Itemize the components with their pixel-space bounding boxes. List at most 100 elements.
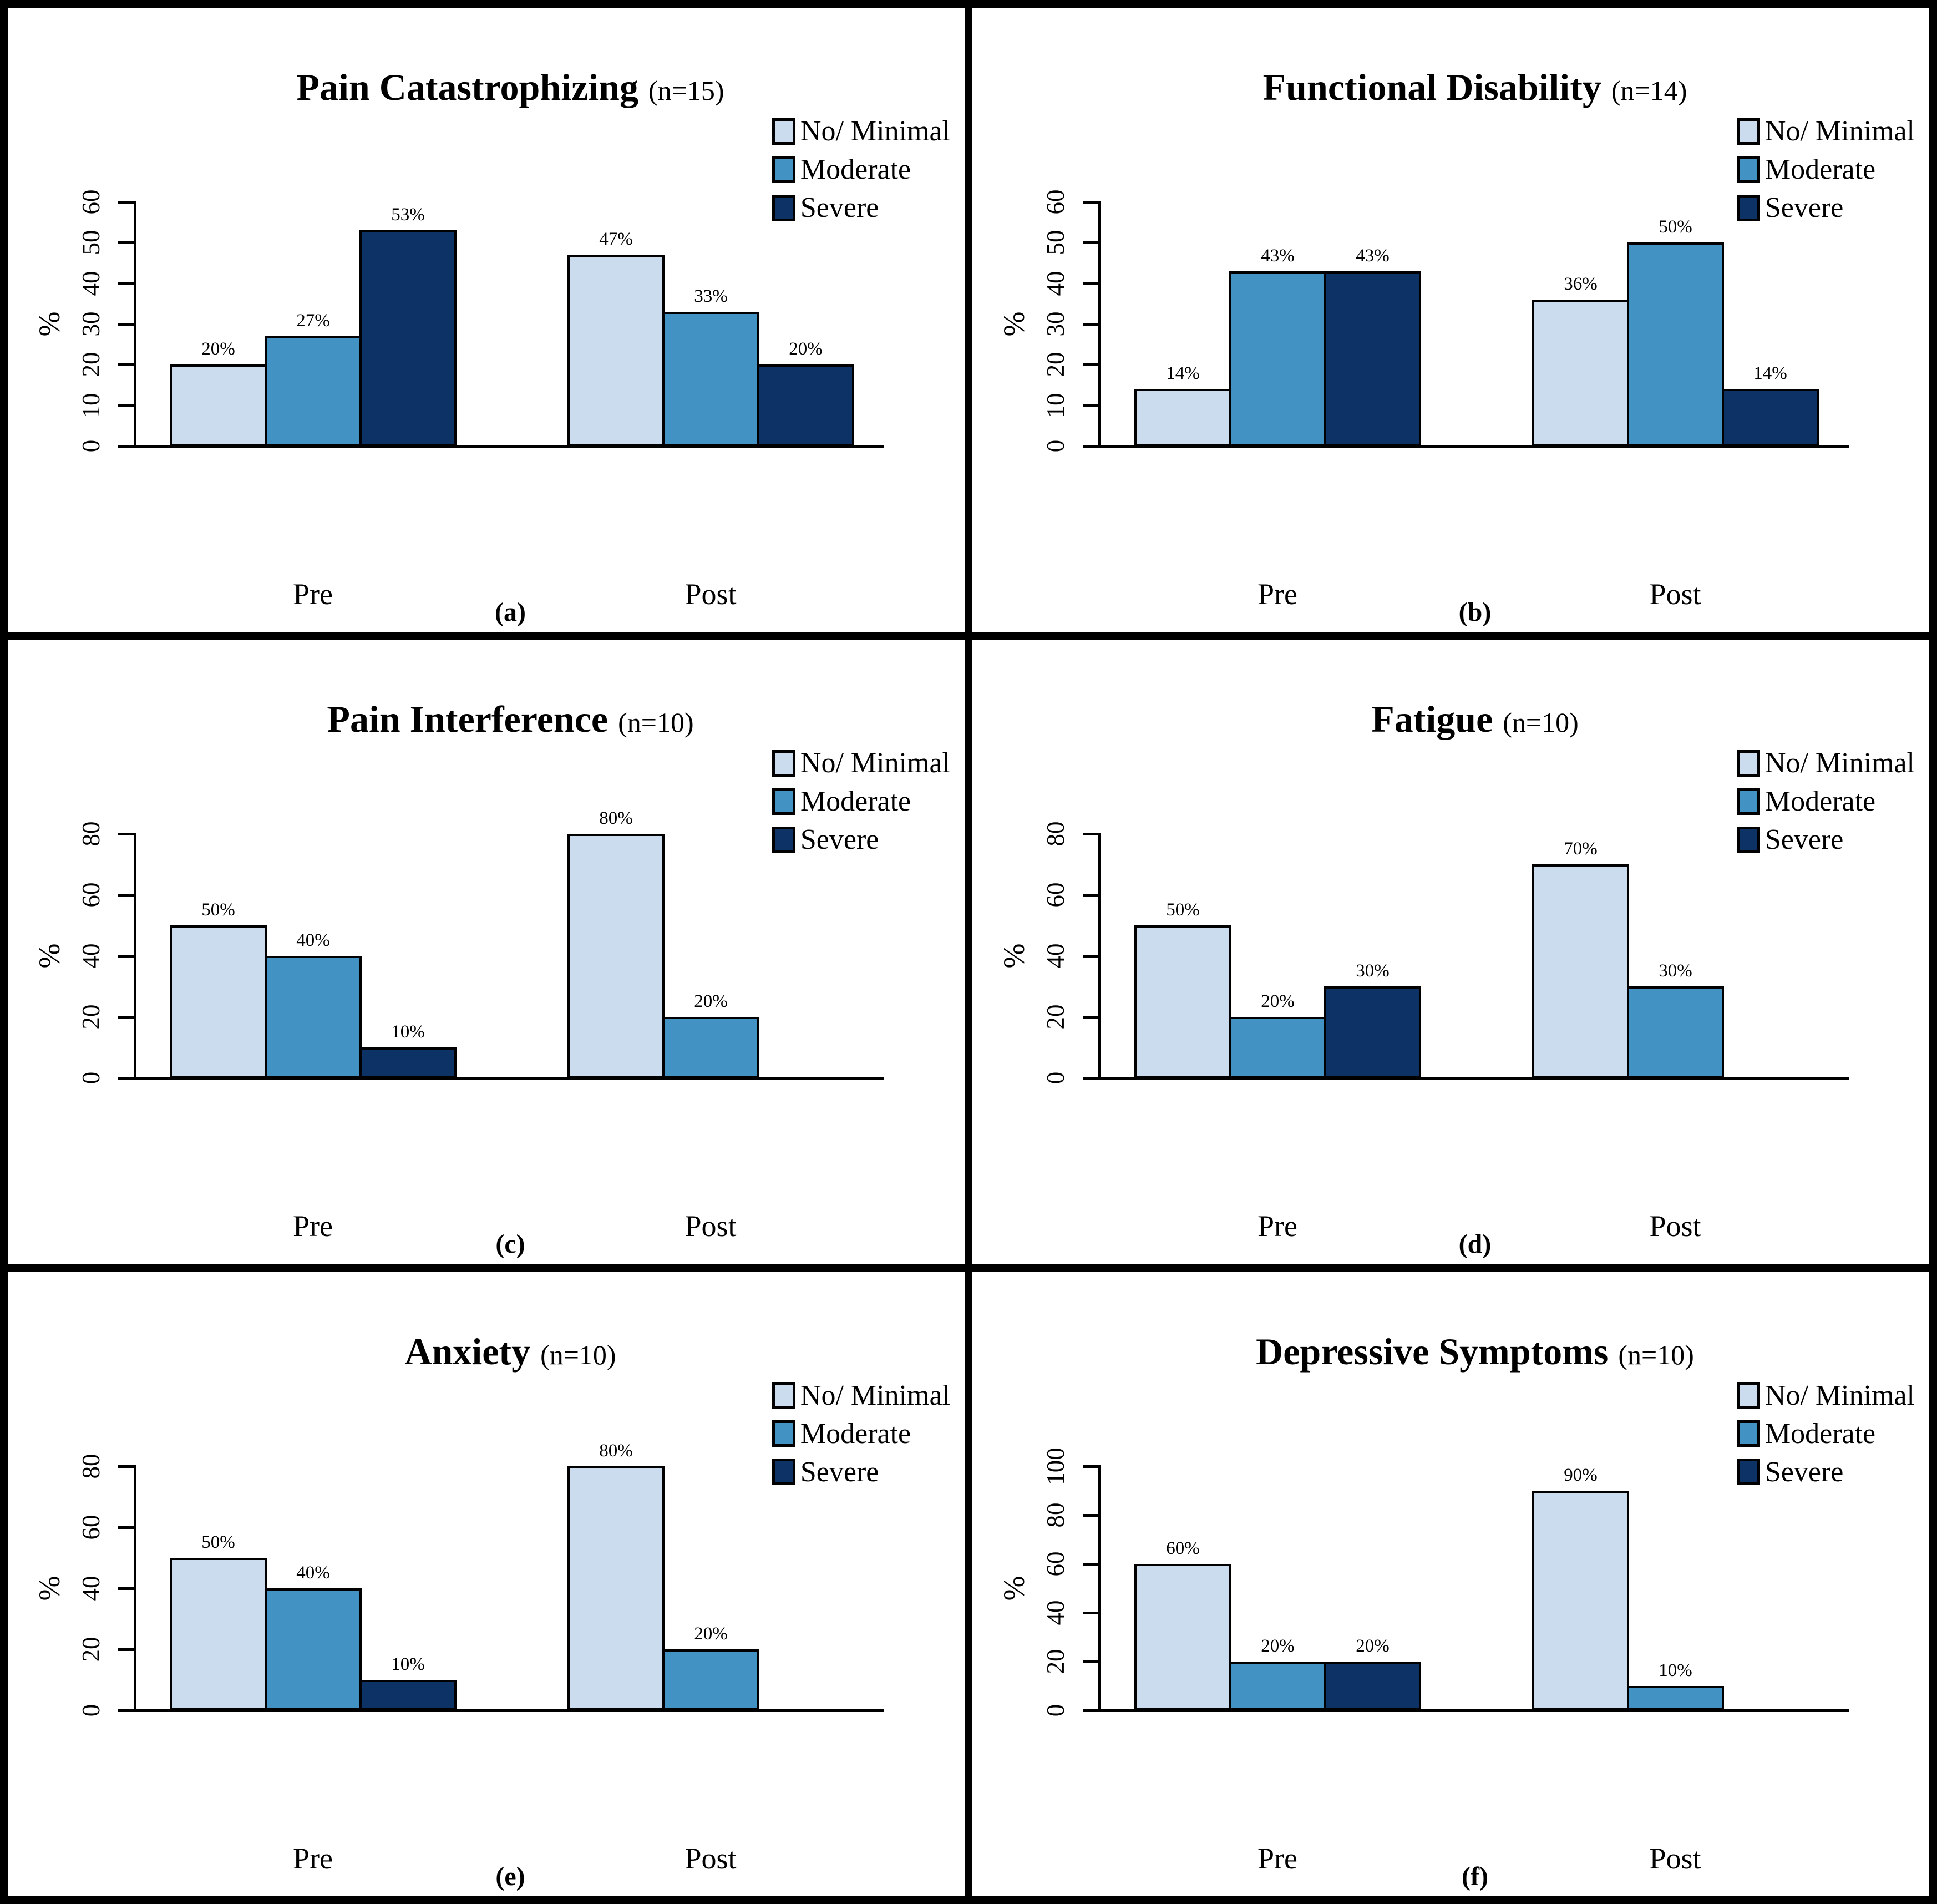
bar-value-label: 80% <box>599 808 633 829</box>
panel-caption: (d) <box>1458 1229 1492 1259</box>
bar-value-label: 20% <box>1261 1635 1295 1656</box>
y-tick-mark <box>118 241 134 245</box>
panel-title-text: Pain Interference <box>327 698 609 741</box>
legend: No/ Minimal Moderate Severe <box>1736 744 1915 859</box>
y-tick-mark <box>118 1526 134 1529</box>
y-tick-mark <box>118 894 134 897</box>
legend-label: Severe <box>1764 824 1844 856</box>
bar-value-label: 50% <box>1166 900 1200 920</box>
y-tick-mark <box>1083 241 1098 245</box>
legend-swatch-severe <box>772 194 795 221</box>
y-tick-label: 50 <box>77 230 105 255</box>
y-tick-label: 40 <box>77 943 105 969</box>
bar <box>265 956 362 1078</box>
bar <box>1134 925 1231 1078</box>
legend-label: Moderate <box>1764 154 1876 185</box>
chart-panel-b: Functional Disability (n=14) No/ Minimal… <box>968 4 1933 636</box>
bar-value-label: 60% <box>1166 1538 1200 1558</box>
bar <box>1722 389 1819 446</box>
legend-label: Moderate <box>1764 1417 1876 1450</box>
legend-label: Moderate <box>800 1417 911 1450</box>
bar-value-label: 53% <box>391 205 425 225</box>
y-tick-mark <box>118 833 134 836</box>
x-axis-line <box>1098 445 1849 448</box>
x-axis-line <box>1098 1709 1849 1712</box>
y-tick-label: 20 <box>1042 1004 1069 1030</box>
y-tick-label: 20 <box>1042 352 1069 377</box>
y-tick-mark <box>118 1648 134 1651</box>
panel-title-text: Fatigue <box>1371 698 1493 741</box>
x-category-pre: Pre <box>1257 1209 1297 1243</box>
y-tick-label: 0 <box>77 1072 105 1085</box>
panel-title: Functional Disability (n=14) <box>1101 65 1849 109</box>
panel-title: Pain Interference (n=10) <box>136 697 884 741</box>
y-tick-mark <box>118 955 134 958</box>
y-tick-label: 40 <box>77 1576 105 1601</box>
legend: No/ Minimal Moderate Severe <box>772 1376 950 1491</box>
bar-value-label: 20% <box>789 339 823 359</box>
y-tick-mark <box>1083 363 1098 367</box>
y-tick-label: 80 <box>1042 821 1069 847</box>
y-axis-line <box>1098 833 1101 1080</box>
chart-panel-f: Depressive Symptoms (n=10) No/ Minimal M… <box>968 1268 1933 1900</box>
legend-swatch-no-minimal <box>772 750 795 777</box>
legend-label: No/ Minimal <box>800 115 950 147</box>
y-tick-mark <box>1083 1562 1098 1566</box>
bar <box>1532 1490 1629 1710</box>
y-tick-label: 0 <box>1042 1704 1069 1716</box>
legend-label: Severe <box>800 192 879 224</box>
panel-sample-size-label: (n=15) <box>648 75 724 106</box>
panel-sample-size-label: (n=10) <box>540 1339 616 1370</box>
x-category-post: Post <box>684 1209 737 1243</box>
y-tick-mark <box>118 445 134 448</box>
y-tick-label: 40 <box>1042 943 1069 969</box>
panel-title-text: Anxiety <box>404 1330 531 1373</box>
bar <box>170 1557 267 1710</box>
x-category-pre: Pre <box>1257 578 1297 611</box>
legend-swatch-moderate <box>772 788 795 815</box>
bar-value-label: 36% <box>1564 274 1598 294</box>
legend-item-moderate: Moderate <box>1736 782 1915 821</box>
legend: No/ Minimal Moderate Severe <box>772 112 950 227</box>
bar-value-label: 43% <box>1356 245 1390 266</box>
bar-value-label: 33% <box>694 286 728 306</box>
y-tick-mark <box>118 1709 134 1712</box>
y-tick-label: 20 <box>1042 1649 1069 1674</box>
legend-label: No/ Minimal <box>800 747 950 779</box>
x-axis-line <box>134 1077 884 1080</box>
y-tick-label: 60 <box>77 882 105 908</box>
y-tick-label: 40 <box>77 271 105 296</box>
y-tick-mark <box>118 201 134 204</box>
legend-swatch-no-minimal <box>1736 750 1760 777</box>
y-tick-mark <box>1083 1709 1098 1712</box>
y-tick-mark <box>1083 323 1098 326</box>
legend-swatch-moderate <box>1736 1420 1760 1447</box>
bar-value-label: 20% <box>1261 991 1295 1012</box>
legend-swatch-severe <box>772 1459 795 1486</box>
legend-label: No/ Minimal <box>1764 115 1915 147</box>
y-axis-label: % <box>33 943 66 969</box>
bar <box>1229 1017 1326 1078</box>
panel-title-text: Depressive Symptoms <box>1256 1330 1609 1373</box>
panel-title: Fatigue (n=10) <box>1101 697 1849 741</box>
legend-item-severe: Severe <box>1736 821 1915 859</box>
y-axis-line <box>1098 201 1101 447</box>
panel-caption: (b) <box>1458 597 1492 627</box>
legend-swatch-no-minimal <box>772 1382 795 1409</box>
y-axis-line <box>134 1465 136 1711</box>
legend-swatch-severe <box>772 826 795 853</box>
legend-item-severe: Severe <box>772 1453 950 1491</box>
panel-title: Depressive Symptoms (n=10) <box>1101 1330 1849 1374</box>
x-category-pre: Pre <box>293 1841 333 1875</box>
y-tick-mark <box>118 1077 134 1080</box>
y-axis-label: % <box>997 1576 1031 1601</box>
x-category-post: Post <box>684 1841 737 1875</box>
chart-panel-c: Pain Interference (n=10) No/ Minimal Mod… <box>4 636 968 1268</box>
chart-panel-a: Pain Catastrophizing (n=15) No/ Minimal … <box>4 4 968 636</box>
y-tick-label: 50 <box>1042 230 1069 255</box>
chart-panel-d: Fatigue (n=10) No/ Minimal Moderate Seve… <box>968 636 1933 1268</box>
y-tick-mark <box>1083 1465 1098 1468</box>
y-tick-label: 0 <box>77 439 105 453</box>
legend-label: No/ Minimal <box>800 1379 950 1411</box>
legend-swatch-moderate <box>772 1420 795 1447</box>
